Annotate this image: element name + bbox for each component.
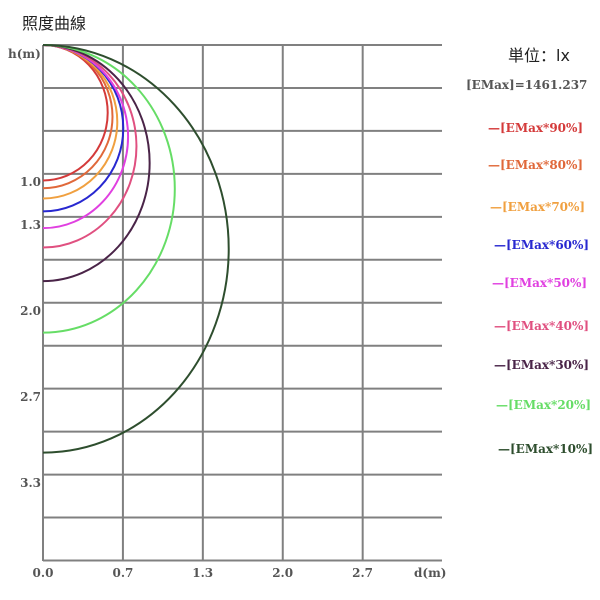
legend-item: —[EMax*70%]: [490, 200, 585, 214]
legend-label: [EMax*50%]: [504, 276, 588, 290]
x-tick-label: 2.0: [272, 566, 293, 580]
legend-item: —[EMax*90%]: [488, 121, 583, 135]
x-tick-label: 0.7: [112, 566, 133, 580]
legend-label: [EMax*80%]: [500, 158, 584, 172]
ticks: 0.0 0.7 1.3 2.0 2.7 1.0 1.3 2.0 2.7 3.3: [20, 175, 373, 580]
legend-label: [EMax*40%]: [506, 319, 590, 333]
chart-title: 照度曲線: [22, 14, 87, 33]
curve-10-percent: [42, 44, 230, 454]
legend-label: [EMax*10%]: [510, 442, 594, 456]
x-tick-label: 1.3: [192, 566, 213, 580]
legend-swatch: —: [494, 319, 506, 333]
legend-item: —[EMax*20%]: [496, 398, 591, 412]
legend-item: —[EMax*10%]: [498, 442, 593, 456]
legend-label: [EMax*70%]: [502, 200, 586, 214]
y-tick-label: 2.0: [20, 304, 41, 318]
grid: [42, 44, 442, 562]
x-tick-label: 2.7: [352, 566, 373, 580]
legend-item: —[EMax*30%]: [494, 358, 589, 372]
legend-item: —[EMax*40%]: [494, 319, 589, 333]
legend-swatch: —: [488, 121, 500, 135]
curve-40-percent: [42, 44, 138, 249]
legend-label: [EMax*60%]: [506, 238, 590, 252]
legend-swatch: —: [498, 442, 510, 456]
y-axis-label: h(m): [8, 47, 41, 61]
legend-swatch: —: [496, 398, 508, 412]
y-tick-label: 1.0: [20, 175, 41, 189]
unit-label: 単位：lx: [508, 46, 570, 65]
legend-swatch: —: [492, 276, 504, 290]
y-tick-label: 2.7: [20, 390, 41, 404]
emax-label: [EMax]=1461.237: [466, 78, 588, 92]
y-tick-label: 1.3: [20, 218, 41, 232]
legend-item: —[EMax*50%]: [492, 276, 587, 290]
legend-item: —[EMax*60%]: [494, 238, 589, 252]
x-tick-label: 0.0: [33, 566, 54, 580]
legend-label: [EMax*20%]: [508, 398, 592, 412]
curves: [42, 44, 230, 454]
curve-30-percent: [42, 44, 151, 283]
legend-swatch: —: [494, 358, 506, 372]
curve-20-percent: [42, 44, 176, 334]
x-axis-label: d(m): [414, 566, 446, 580]
legend-label: [EMax*30%]: [506, 358, 590, 372]
y-tick-label: 3.3: [20, 476, 41, 490]
legend-swatch: —: [490, 200, 502, 214]
legend-item: —[EMax*80%]: [488, 158, 583, 172]
legend-swatch: —: [488, 158, 500, 172]
legend-label: [EMax*90%]: [500, 121, 584, 135]
legend-swatch: —: [494, 238, 506, 252]
